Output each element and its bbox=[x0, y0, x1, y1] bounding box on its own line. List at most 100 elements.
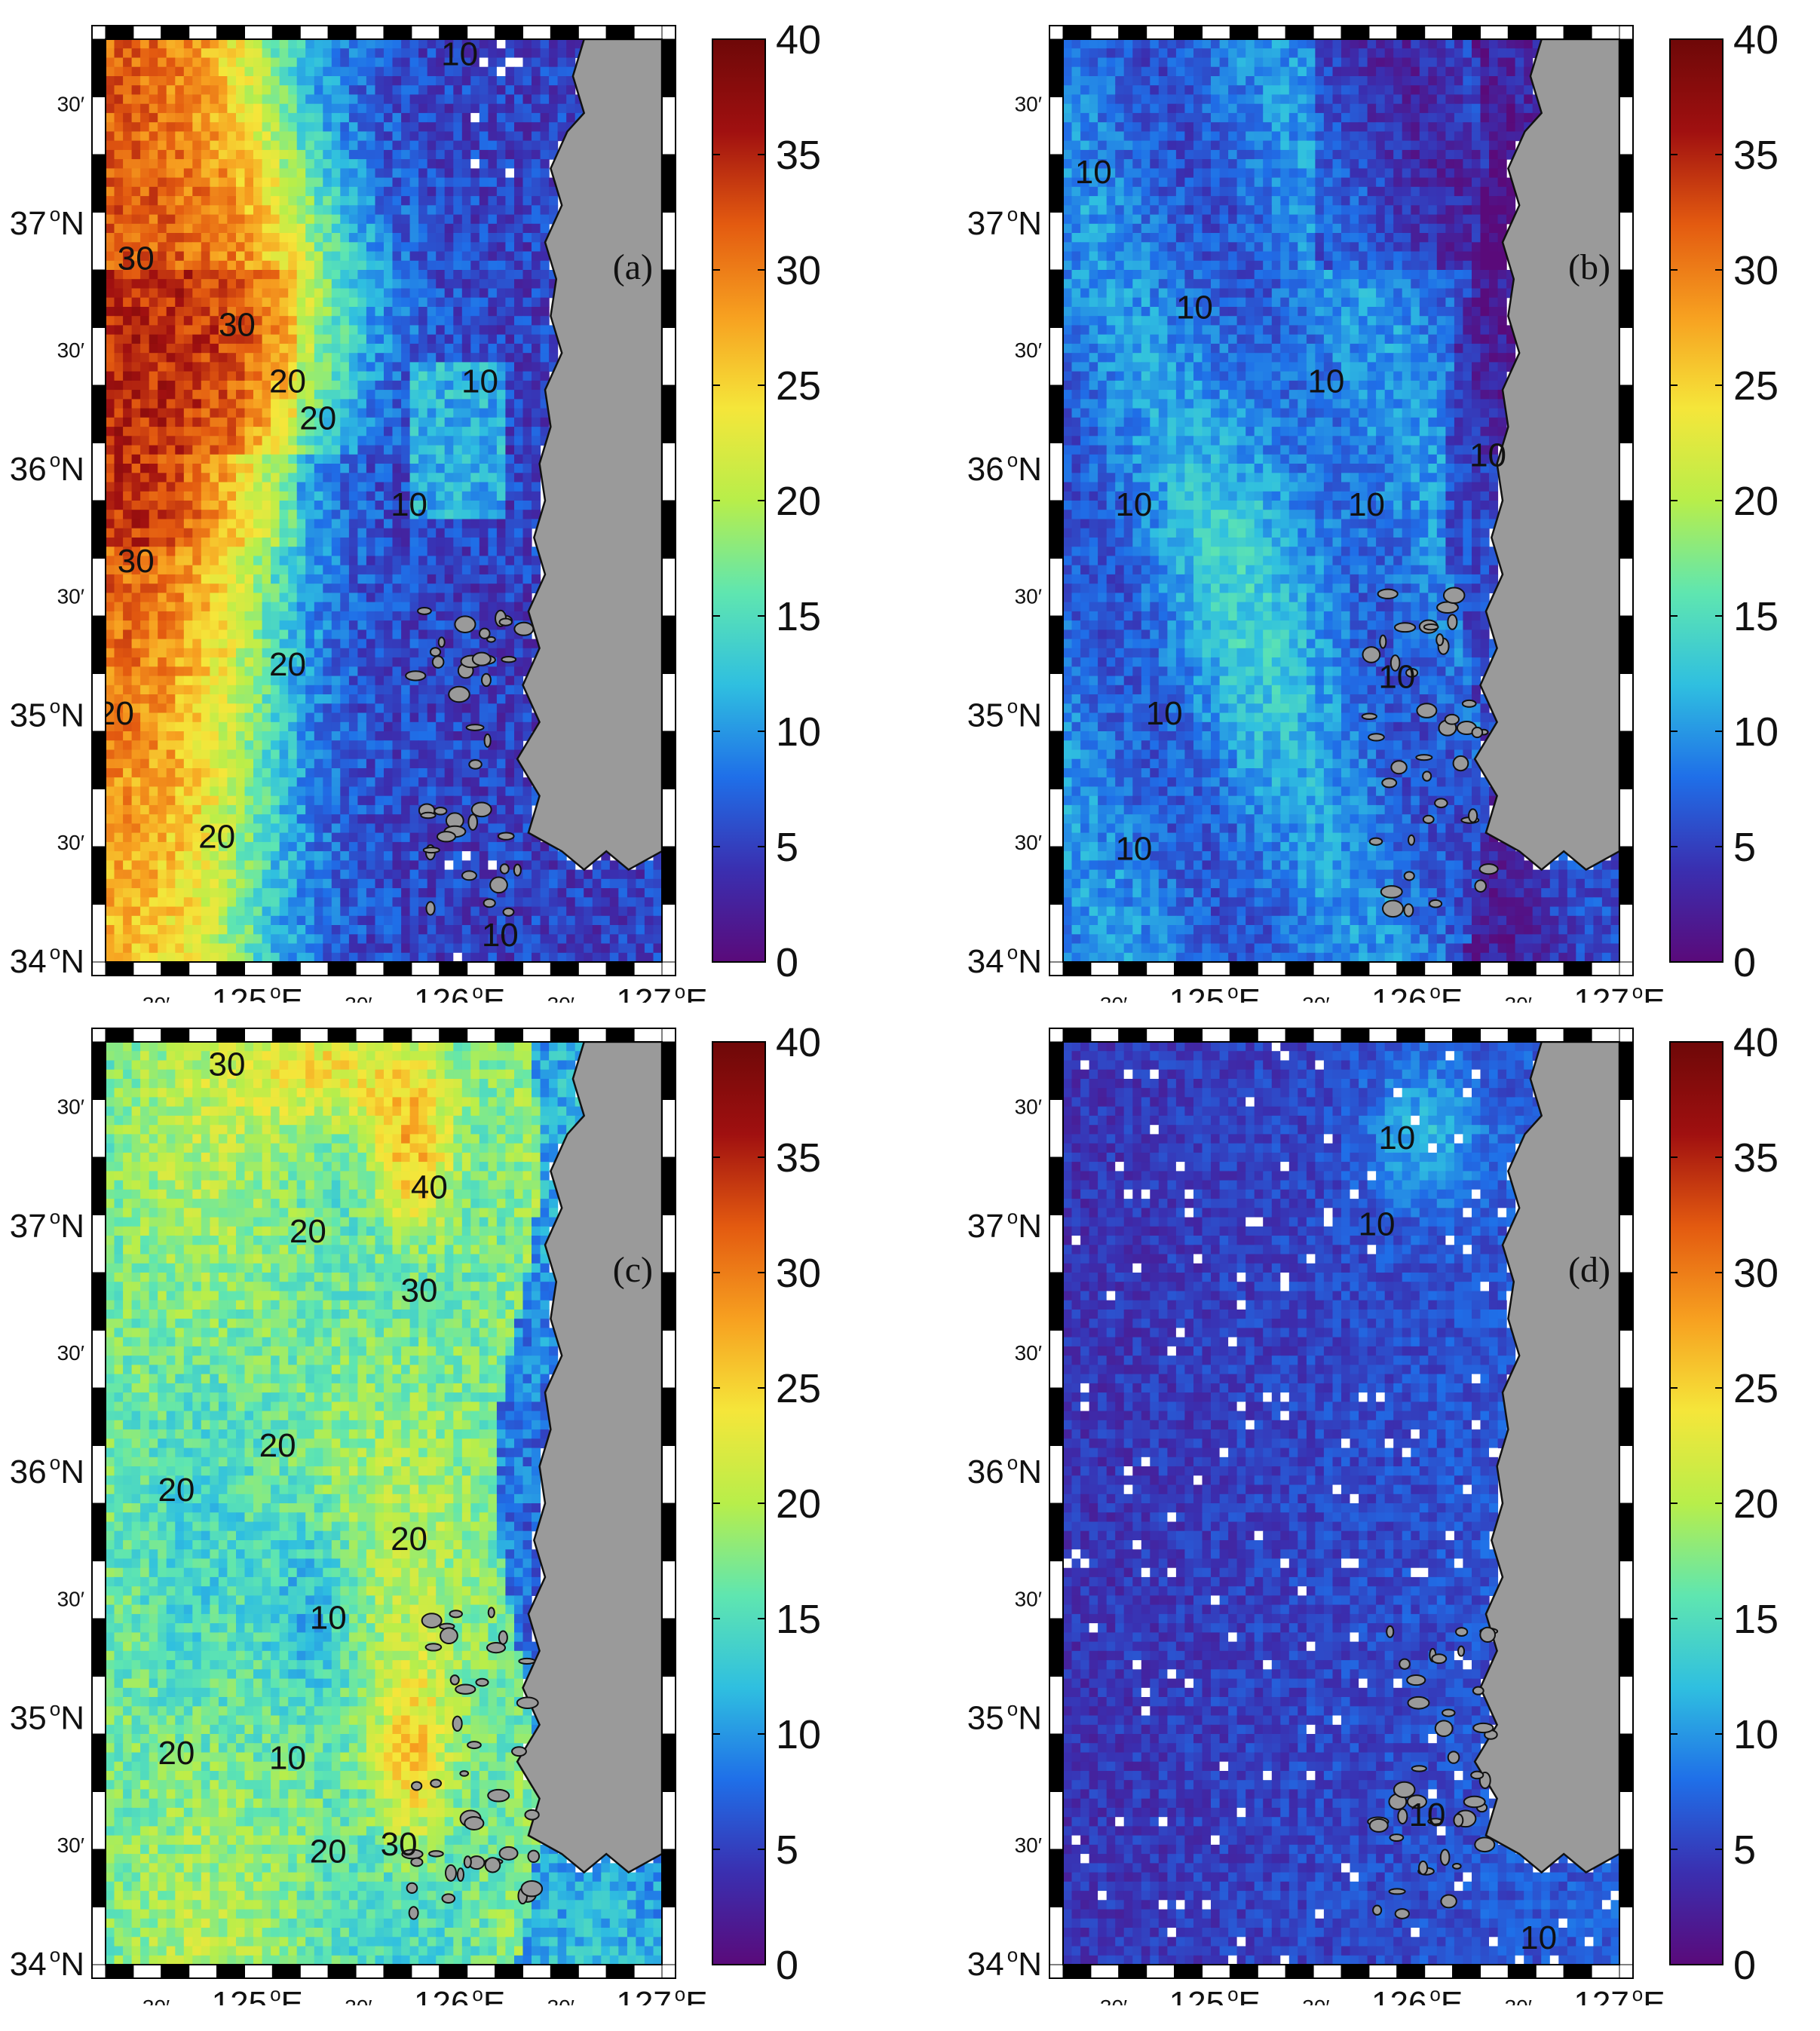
heatmap-cell bbox=[540, 214, 550, 225]
heatmap-cell bbox=[357, 325, 367, 335]
heatmap-cell bbox=[175, 777, 185, 787]
heatmap-cell bbox=[296, 832, 306, 843]
heatmap-cell bbox=[236, 878, 246, 889]
heatmap-cell bbox=[236, 657, 246, 667]
heatmap-cell bbox=[601, 878, 611, 889]
heatmap-cell bbox=[401, 334, 411, 345]
heatmap-cell bbox=[271, 804, 280, 815]
heatmap-cell bbox=[140, 399, 150, 409]
heatmap-cell bbox=[175, 464, 185, 473]
heatmap-cell bbox=[574, 869, 584, 880]
heatmap-cell bbox=[123, 832, 133, 843]
heatmap-cell bbox=[305, 362, 315, 372]
heatmap-cell bbox=[114, 371, 124, 381]
heatmap-cell bbox=[236, 390, 246, 400]
heatmap-cell bbox=[192, 538, 202, 547]
heatmap-cell bbox=[384, 740, 394, 750]
heatmap-cell bbox=[514, 574, 524, 584]
heatmap-cell bbox=[348, 408, 358, 418]
heatmap-cell bbox=[140, 556, 150, 566]
heatmap-cell bbox=[532, 510, 541, 519]
heatmap-cell bbox=[288, 777, 298, 787]
heatmap-cell bbox=[453, 343, 463, 354]
heatmap-cell bbox=[296, 777, 306, 787]
heatmap-cell bbox=[140, 473, 150, 483]
heatmap-cell bbox=[323, 666, 332, 677]
heatmap-cell bbox=[227, 593, 237, 603]
heatmap-cell bbox=[348, 177, 358, 188]
heatmap-cell bbox=[166, 112, 176, 123]
heatmap-cell bbox=[453, 307, 463, 317]
heatmap-cell bbox=[149, 915, 158, 926]
heatmap-cell bbox=[418, 869, 428, 880]
heatmap-cell bbox=[140, 712, 150, 723]
heatmap-cell bbox=[357, 869, 367, 880]
heatmap-cell bbox=[514, 131, 524, 142]
heatmap-cell bbox=[540, 251, 550, 262]
heatmap-cell bbox=[236, 85, 246, 95]
heatmap-cell bbox=[357, 804, 367, 815]
heatmap-cell bbox=[461, 915, 471, 926]
heatmap-cell bbox=[488, 223, 498, 234]
heatmap-cell bbox=[114, 48, 124, 58]
heatmap-cell bbox=[409, 528, 419, 538]
heatmap-cell bbox=[384, 297, 394, 308]
heatmap-cell bbox=[522, 66, 532, 77]
heatmap-cell bbox=[271, 602, 280, 612]
heatmap-cell bbox=[244, 878, 254, 889]
heatmap-cell bbox=[488, 694, 498, 704]
heatmap-cell bbox=[409, 906, 419, 917]
heatmap-cell bbox=[123, 851, 133, 861]
heatmap-cell bbox=[461, 519, 471, 529]
heatmap-cell bbox=[166, 66, 176, 77]
heatmap-cell bbox=[175, 860, 185, 871]
heatmap-cell bbox=[418, 279, 428, 289]
heatmap-cell bbox=[470, 786, 480, 797]
heatmap-cell bbox=[218, 915, 228, 926]
heatmap-cell bbox=[210, 675, 219, 686]
heatmap-cell bbox=[131, 233, 141, 243]
heatmap-cell bbox=[348, 242, 358, 253]
heatmap-cell bbox=[106, 832, 115, 843]
heatmap-cell bbox=[488, 749, 498, 760]
heatmap-cell bbox=[149, 804, 158, 815]
heatmap-cell bbox=[158, 48, 167, 58]
heatmap-cell bbox=[253, 205, 263, 216]
heatmap-cell bbox=[236, 804, 246, 815]
heatmap-cell bbox=[314, 417, 323, 427]
heatmap-cell bbox=[357, 675, 367, 686]
heatmap-cell bbox=[418, 906, 428, 917]
heatmap-cell bbox=[140, 878, 150, 889]
heatmap-cell bbox=[158, 417, 167, 427]
heatmap-cell bbox=[201, 196, 210, 206]
heatmap-cell bbox=[183, 103, 193, 114]
heatmap-cell bbox=[532, 343, 541, 354]
heatmap-cell bbox=[175, 380, 185, 391]
heatmap-cell bbox=[522, 841, 532, 852]
heatmap-cell bbox=[210, 186, 219, 197]
heatmap-cell bbox=[392, 39, 402, 49]
heatmap-cell bbox=[384, 186, 394, 197]
heatmap-cell bbox=[244, 85, 254, 95]
heatmap-cell bbox=[505, 380, 515, 391]
heatmap-cell bbox=[166, 620, 176, 630]
heatmap-cell bbox=[401, 76, 411, 86]
heatmap-cell bbox=[505, 436, 515, 446]
heatmap-cell bbox=[549, 878, 559, 889]
heatmap-cell bbox=[236, 233, 246, 243]
heatmap-cell bbox=[427, 860, 437, 871]
heatmap-cell bbox=[401, 574, 411, 584]
heatmap-cell bbox=[227, 186, 237, 197]
heatmap-cell bbox=[418, 316, 428, 326]
heatmap-cell bbox=[496, 915, 506, 926]
heatmap-cell bbox=[175, 915, 185, 926]
heatmap-cell bbox=[331, 251, 341, 262]
heatmap-cell bbox=[453, 57, 463, 68]
heatmap-cell bbox=[444, 454, 454, 464]
heatmap-cell bbox=[479, 177, 489, 188]
heatmap-cell bbox=[392, 519, 402, 529]
heatmap-cell bbox=[418, 501, 428, 510]
heatmap-cell bbox=[348, 491, 358, 501]
heatmap-cell bbox=[427, 316, 437, 326]
heatmap-cell bbox=[166, 740, 176, 750]
